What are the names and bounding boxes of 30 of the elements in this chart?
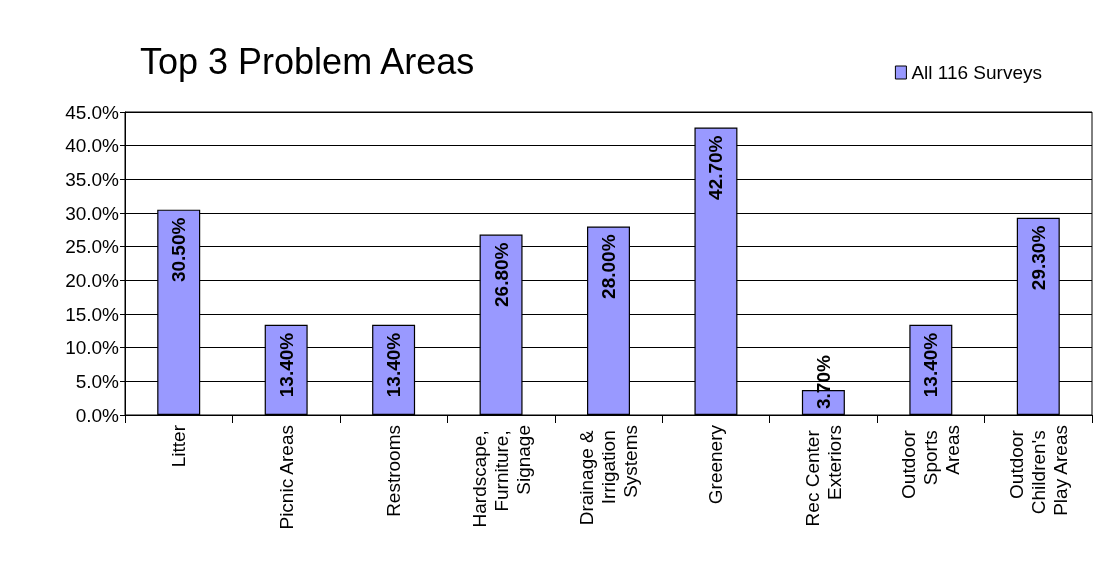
y-tick-label: 25.0% [65,236,120,258]
data-label: 13.40% [383,332,405,398]
x-tick-label: Outdoor Children's Play Areas [1005,425,1071,516]
x-tick-label: Greenery [705,424,727,505]
y-tick-label: 30.0% [65,202,120,224]
x-tick-label: Outdoor Sports Areas [898,425,964,499]
x-tick-label: Drainage & Irrigation Systems [576,425,641,526]
data-label: 13.40% [275,332,297,398]
y-tick-label: 5.0% [75,370,120,392]
y-tick-label: 0.0% [75,404,120,426]
x-tick-label: Picnic Areas [275,425,297,530]
chart-title: Top 3 Problem Areas [140,40,475,82]
data-label: 29.30% [1027,225,1049,291]
y-tick-label: 45.0% [65,101,120,123]
data-label: 3.70% [812,355,834,409]
y-tick-label: 10.0% [65,337,120,359]
data-label: 28.00% [598,234,619,299]
data-label: 30.50% [168,217,190,283]
y-tick-label: 15.0% [65,303,120,325]
x-tick-label: Rec Center Exteriors [801,425,845,527]
x-tick-label: Litter [168,424,190,468]
x-tick-label: Hardscape, Furniture, Signage [468,425,534,528]
data-label: 26.80% [490,242,512,307]
legend-label: All 116 Surveys [911,62,1043,83]
x-tick-label: Restrooms [383,425,405,517]
y-tick-label: 20.0% [65,269,120,291]
y-tick-label: 35.0% [65,168,120,190]
data-label: 42.70% [705,135,727,200]
y-tick-label: 40.0% [65,135,120,157]
data-label: 13.40% [920,332,942,398]
